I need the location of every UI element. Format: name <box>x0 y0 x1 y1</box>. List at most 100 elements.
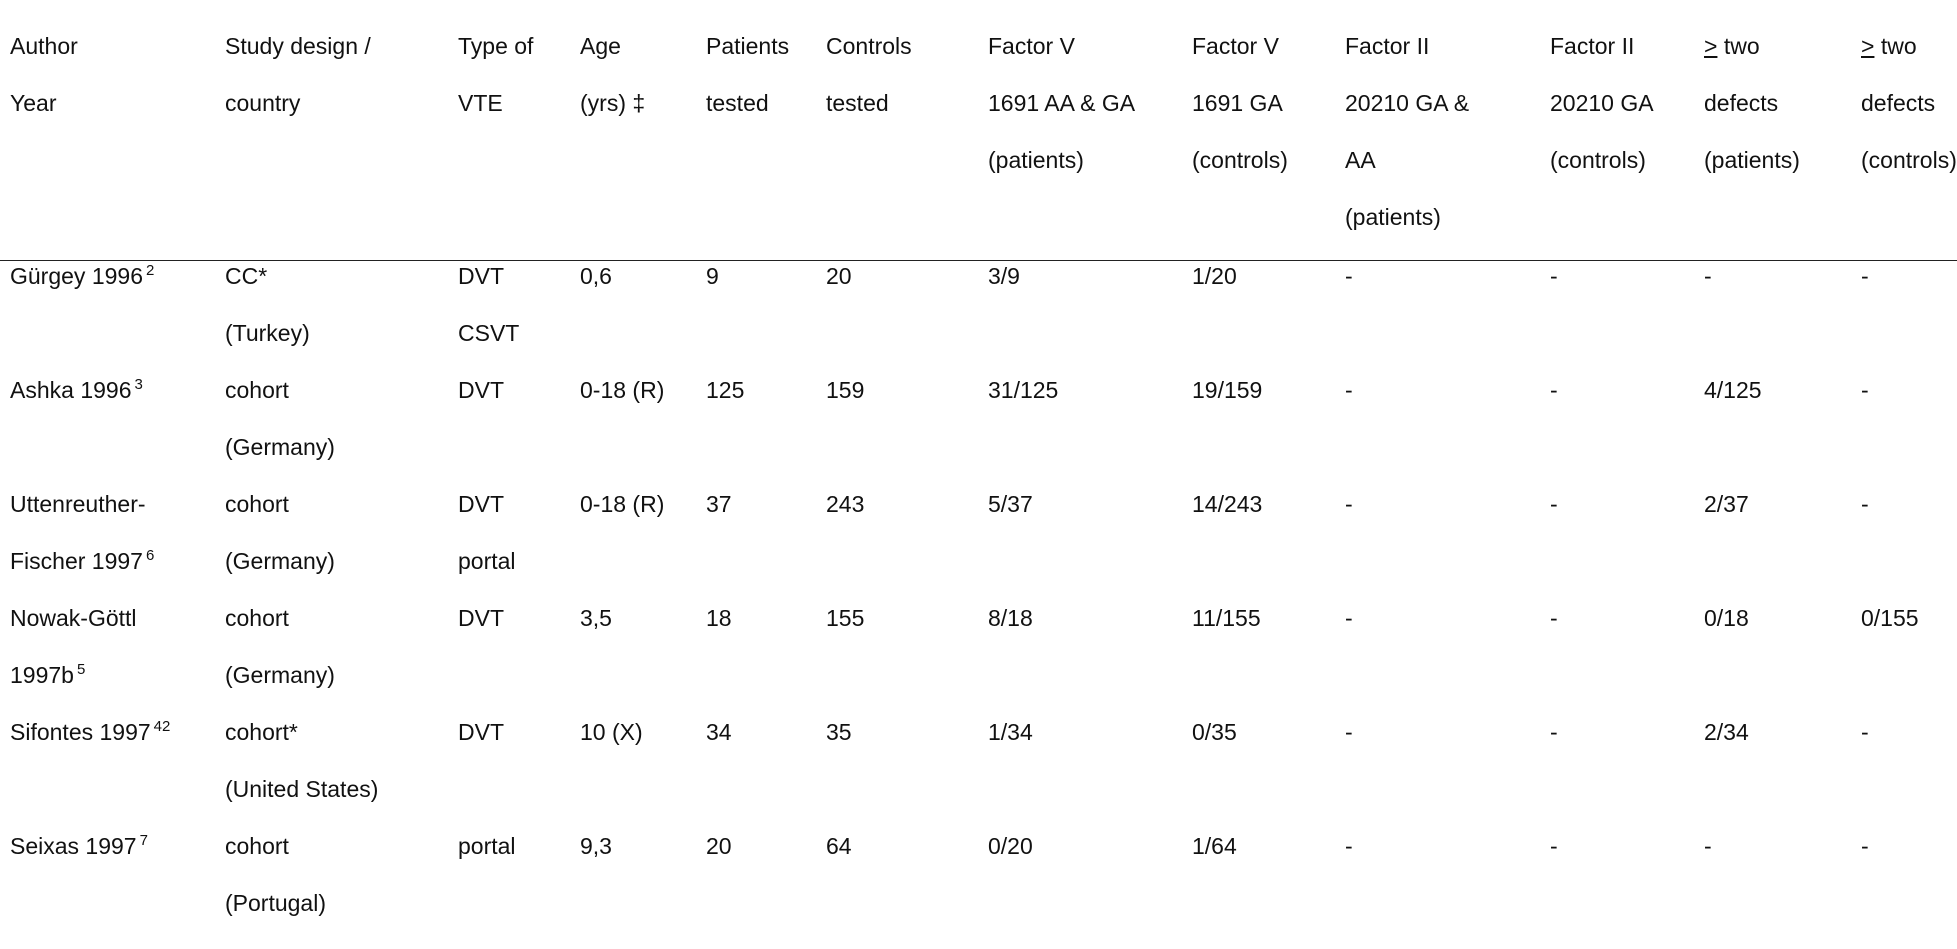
header-line: Factor V <box>1192 33 1279 59</box>
header-rule <box>0 260 1957 261</box>
cell-author: Uttenreuther- Fischer 1997 6 <box>10 476 154 590</box>
cell-text: 8/18 <box>988 605 1033 631</box>
header-two-defects-controls: > two defects (controls) <box>1861 18 1957 189</box>
cell-line: Uttenreuther- <box>10 476 154 533</box>
cell-two-defects-patients: - <box>1704 818 1712 875</box>
header-line: (patients) <box>988 147 1084 173</box>
cell-text: 4/125 <box>1704 377 1762 403</box>
cell-line: 1997b 5 <box>10 647 137 704</box>
header-vte: Type of VTE <box>458 18 533 132</box>
cell-text: - <box>1345 605 1353 631</box>
cell-patients: 18 <box>706 590 732 647</box>
header-line: Controls <box>826 33 912 59</box>
cell-line: Seixas 1997 7 <box>10 818 148 875</box>
header-patients: Patients tested <box>706 18 789 132</box>
cell-author: Ashka 1996 3 <box>10 362 143 419</box>
cell-text: 3/9 <box>988 263 1020 289</box>
cell-two-defects-patients: - <box>1704 248 1712 305</box>
cell-text: 9,3 <box>580 833 612 859</box>
cell-line: portal <box>458 533 516 590</box>
cell-text: cohort <box>225 833 289 859</box>
header-line: defects <box>1861 90 1936 116</box>
cell-text: cohort <box>225 605 289 631</box>
cell-text: - <box>1550 491 1558 517</box>
cell-text: (Germany) <box>225 434 335 460</box>
cell-text: 1997b <box>10 662 74 688</box>
cell-text: 0-18 (R) <box>580 377 665 403</box>
header-line: (patients) <box>1704 147 1800 173</box>
cell-age: 9,3 <box>580 818 612 875</box>
cell-text: Fischer 1997 <box>10 548 143 574</box>
reference-number: 5 <box>76 661 86 678</box>
header-controls: Controls tested <box>826 18 912 132</box>
header-line: 1691 AA & GA <box>988 90 1136 116</box>
cell-age: 0-18 (R) <box>580 476 664 533</box>
reference-number: 6 <box>145 547 155 564</box>
cell-line: cohort <box>225 476 335 533</box>
cell-line: cohort <box>225 362 335 419</box>
cell-design: cohort* (United States) <box>225 704 378 818</box>
cell-text: 10 (X) <box>580 719 643 745</box>
cell-text: 5/37 <box>988 491 1033 517</box>
cell-controls: 20 <box>826 248 852 305</box>
cell-text: - <box>1550 605 1558 631</box>
header-line: Factor V <box>988 33 1075 59</box>
cell-line: Nowak-Göttl <box>10 590 137 647</box>
header-line: 1691 GA <box>1192 90 1283 116</box>
cell-text: 37 <box>706 491 732 517</box>
reference-number: 42 <box>153 718 171 735</box>
cell-fii-patients: - <box>1345 248 1353 305</box>
cell-line: DVT <box>458 476 516 533</box>
cell-design: cohort (Germany) <box>225 590 335 704</box>
cell-fii-patients: - <box>1345 590 1353 647</box>
cell-controls: 64 <box>826 818 852 875</box>
cell-text: 1/64 <box>1192 833 1237 859</box>
cell-fv-controls: 14/243 <box>1192 476 1262 533</box>
cell-text: DVT <box>458 605 504 631</box>
cell-fv-patients: 0/20 <box>988 818 1033 875</box>
header-age: Age (yrs) ‡ <box>580 18 645 132</box>
cell-text: - <box>1550 833 1558 859</box>
cell-vte: DVT <box>458 704 504 761</box>
cell-text: 20 <box>706 833 732 859</box>
cell-fii-patients: - <box>1345 704 1353 761</box>
cell-author: Sifontes 1997 42 <box>10 704 170 761</box>
cell-patients: 34 <box>706 704 732 761</box>
cell-text: 3,5 <box>580 605 612 631</box>
header-line: 20210 GA & <box>1345 90 1470 116</box>
cell-fii-patients: - <box>1345 476 1353 533</box>
cell-two-defects-patients: 2/34 <box>1704 704 1749 761</box>
cell-two-defects-patients: 2/37 <box>1704 476 1749 533</box>
header-line: 20210 GA <box>1550 90 1654 116</box>
cell-text: 34 <box>706 719 732 745</box>
cell-text: 35 <box>826 719 852 745</box>
cell-text: - <box>1345 719 1353 745</box>
cell-text: - <box>1861 377 1869 403</box>
reference-number: 7 <box>139 832 148 849</box>
cell-text: Gürgey 1996 <box>10 263 143 289</box>
cell-text: - <box>1345 263 1353 289</box>
reference-number: 3 <box>134 376 143 393</box>
cell-two-defects-controls: - <box>1861 476 1869 533</box>
cell-line: DVT <box>458 362 504 419</box>
cell-line: DVT <box>458 248 519 305</box>
cell-text: - <box>1704 833 1712 859</box>
cell-text: 243 <box>826 491 865 517</box>
cell-author: Seixas 1997 7 <box>10 818 148 875</box>
cell-text: 155 <box>826 605 865 631</box>
cell-fv-controls: 1/20 <box>1192 248 1237 305</box>
cell-text: DVT <box>458 377 504 403</box>
cell-text: CC* <box>225 263 268 289</box>
header-line: Study design / <box>225 33 371 59</box>
cell-vte: DVT <box>458 362 504 419</box>
header-line: (patients) <box>1345 204 1441 230</box>
cell-text: 9 <box>706 263 719 289</box>
cell-text: cohort <box>225 491 289 517</box>
cell-text: - <box>1861 263 1869 289</box>
header-fv-controls: Factor V 1691 GA (controls) <box>1192 18 1288 189</box>
cell-two-defects-controls: 0/155 <box>1861 590 1919 647</box>
cell-text: portal <box>458 833 516 859</box>
cell-text: 1/20 <box>1192 263 1237 289</box>
cell-controls: 159 <box>826 362 864 419</box>
cell-controls: 243 <box>826 476 864 533</box>
